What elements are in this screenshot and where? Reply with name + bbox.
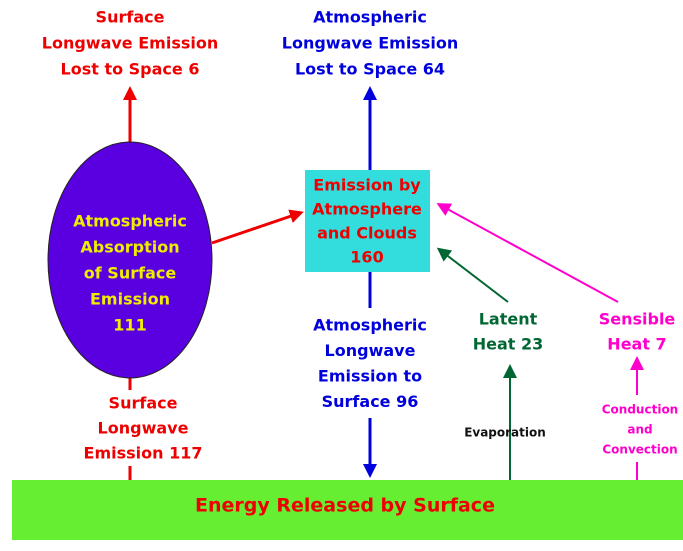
absorption-label: Emission xyxy=(90,290,170,309)
surface-emission-label: Surface xyxy=(109,394,178,413)
absorption-label: Absorption xyxy=(80,238,179,257)
conduction-label: and xyxy=(627,423,652,437)
sensible-label: Sensible xyxy=(599,310,676,329)
emission-box-label: Emission by xyxy=(313,176,421,195)
latent-label: Heat 23 xyxy=(473,335,544,354)
emission-box xyxy=(305,170,430,272)
conduction-label: Conduction xyxy=(602,403,678,417)
sensible-label: Heat 7 xyxy=(607,335,666,354)
ground-label: Energy Released by Surface xyxy=(195,495,495,517)
surface-lost-label: Lost to Space 6 xyxy=(61,60,200,79)
ground xyxy=(12,480,683,540)
labels: Surface Longwave Emission Lost to Space 6 A… xyxy=(42,8,678,517)
atm-lost-label: Lost to Space 64 xyxy=(295,60,445,79)
surface-emission-label: Emission 117 xyxy=(84,444,203,463)
emission-box-label: 160 xyxy=(350,248,383,267)
absorption-label: of Surface xyxy=(84,264,177,283)
atm-to-surface-label: Longwave xyxy=(325,341,416,360)
absorption-label: Atmospheric xyxy=(73,212,187,231)
atm-to-surface-label: Atmospheric xyxy=(313,316,427,335)
latent-label: Latent xyxy=(479,310,538,329)
arrow xyxy=(436,203,619,303)
emission-box-label: and Clouds xyxy=(317,224,417,243)
conduction-label: Convection xyxy=(602,443,677,457)
evaporation-label: Evaporation xyxy=(464,426,546,440)
surface-emission-label: Longwave xyxy=(98,419,189,438)
atm-to-surface-label: Emission to xyxy=(318,367,422,386)
atm-lost-label: Longwave Emission xyxy=(282,34,458,53)
absorption-label: 111 xyxy=(113,316,146,335)
atm-to-surface-label: Surface 96 xyxy=(322,392,419,411)
emission-box-label: Atmosphere xyxy=(312,200,422,219)
surface-lost-label: Longwave Emission xyxy=(42,34,218,53)
atm-lost-label: Atmospheric xyxy=(313,8,427,27)
arrow xyxy=(211,209,304,245)
absorption-ellipse xyxy=(47,141,213,379)
arrow xyxy=(436,247,509,303)
surface-lost-label: Surface xyxy=(96,8,165,27)
